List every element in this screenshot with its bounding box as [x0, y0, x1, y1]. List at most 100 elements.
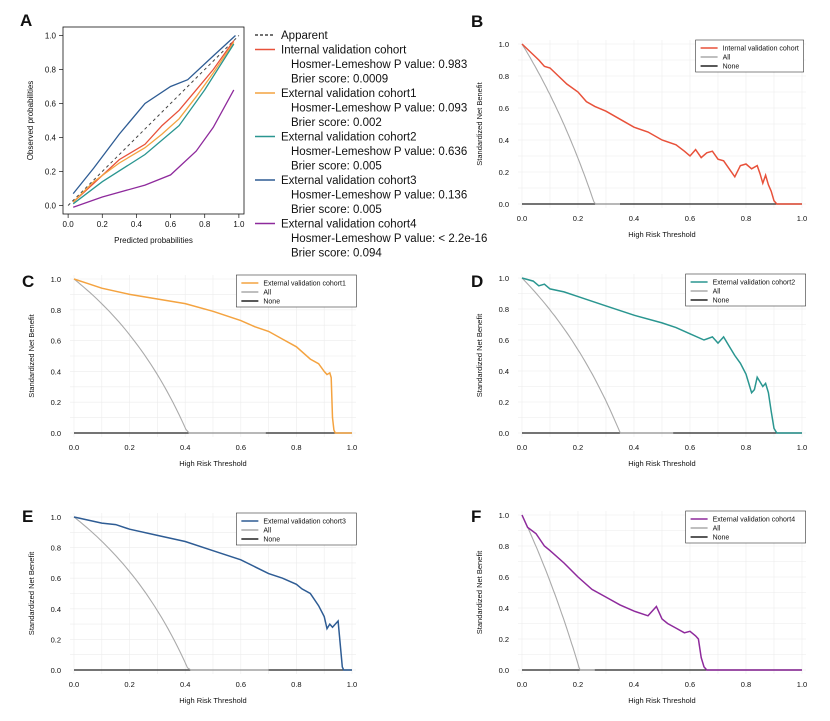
panel-A-legend-detail: Brier score: 0.002: [291, 117, 382, 129]
panel-B: B 0.0 0.0 0.2 0.2 0.4 0.4 0.6 0.6 0.8 0.8 1.0 1.0 Hig…: [471, 12, 807, 239]
panel-D-xtick-label: 0.2: [573, 443, 583, 452]
panel-E-ytick-label: 1.0: [51, 513, 61, 522]
panel-C-ytick-label: 0.8: [51, 306, 61, 315]
panel-D-model-curve: [521, 277, 802, 434]
panel-E-ytick-label: 0.6: [51, 574, 61, 583]
panel-E-legend-label: All: [263, 528, 271, 535]
panel-A-xtick-label: 0.6: [165, 220, 177, 229]
panel-F-legend-label: External validation cohort4: [713, 517, 796, 524]
panel-C: C 0.0 0.0 0.2 0.2 0.4 0.4 0.6 0.6 0.8 0.8 1.0 1.0 Hig…: [22, 272, 357, 468]
panel-E-xtick-label: 0.8: [291, 680, 301, 689]
panel-A-ylabel: Observed probabilities: [26, 81, 35, 161]
panel-A-legend-detail: Hosmer-Lemeshow P value: 0.983: [291, 59, 467, 71]
panel-F-xtick-label: 0.2: [573, 680, 583, 689]
panel-D-legend-label: All: [713, 289, 721, 296]
panel-C-xtick-label: 0.6: [236, 443, 246, 452]
panel-A-legend-detail: Hosmer-Lemeshow P value: < 2.2e-16: [291, 233, 487, 245]
panel-E-ytick-label: 0.4: [51, 605, 61, 614]
panel-D-ylabel: Standardized Net Benefit: [475, 313, 484, 397]
panel-A-legend-label: Internal validation cohort: [281, 45, 407, 57]
panel-C-ytick-label: 0.6: [51, 337, 61, 346]
panel-C-model-curve: [73, 278, 352, 434]
panel-E-ytick-label: 0.0: [51, 666, 61, 675]
panel-A-frame: [62, 26, 245, 215]
panel-D-xtick-label: 0.4: [629, 443, 639, 452]
panel-letter-D: D: [471, 272, 483, 291]
panel-F-ytick-label: 1.0: [499, 511, 509, 520]
panel-C-ytick-label: 0.4: [51, 367, 61, 376]
panel-B-xtick-label: 0.6: [685, 214, 695, 223]
panel-F-xlabel: High Risk Threshold: [628, 696, 695, 705]
panel-F-ytick-label: 0.2: [499, 635, 509, 644]
panel-D-xtick-label: 0.6: [685, 443, 695, 452]
panel-C-ytick-label: 1.0: [51, 275, 61, 284]
panel-A-ytick-label: 0.4: [45, 134, 57, 143]
panel-A-legend-detail: Brier score: 0.094: [291, 248, 382, 260]
panel-C-xtick-label: 0.8: [291, 443, 301, 452]
panel-A-xlabel: Predicted probabilities: [114, 236, 193, 245]
panel-A-series-line: [72, 43, 235, 205]
panel-B-legend-label: All: [723, 55, 731, 62]
panel-A-legend-detail: Hosmer-Lemeshow P value: 0.136: [291, 190, 467, 202]
panel-A-legend-detail: Brier score: 0.005: [291, 161, 382, 173]
panel-B-xtick-label: 0.0: [517, 214, 527, 223]
panel-B-ytick-label: 0.2: [499, 168, 509, 177]
panel-A-ytick-label: 0.6: [45, 100, 57, 109]
panel-E: E 0.0 0.0 0.2 0.2 0.4 0.4 0.6 0.6 0.8 0.8 1.0 1.0 Hig…: [22, 507, 357, 705]
panel-letter-E: E: [22, 507, 33, 526]
panel-E-xtick-label: 0.6: [236, 680, 246, 689]
panel-B-ytick-label: 0.4: [499, 136, 509, 145]
panel-C-ytick-label: 0.2: [51, 398, 61, 407]
panel-A-series-line: [72, 41, 235, 203]
panel-B-ytick-label: 1.0: [499, 40, 509, 49]
panel-C-all-curve: [73, 278, 266, 434]
panel-E-xtick-label: 1.0: [347, 680, 357, 689]
panel-E-legend-label: External validation cohort3: [263, 519, 346, 526]
panel-D-ytick-label: 0.6: [499, 336, 509, 345]
panel-D-ytick-label: 0.8: [499, 305, 509, 314]
panel-letter-B: B: [471, 12, 483, 31]
panel-A-xtick-label: 0.0: [63, 220, 75, 229]
panel-F-ylabel: Standardized Net Benefit: [475, 550, 484, 634]
panel-C-xtick-label: 0.0: [69, 443, 79, 452]
panel-A-legend-label: External validation cohort4: [281, 219, 417, 231]
panel-F-xtick-label: 1.0: [797, 680, 807, 689]
panel-E-ytick-label: 0.8: [51, 544, 61, 553]
panel-E-xlabel: High Risk Threshold: [179, 696, 246, 705]
panel-A-ytick-label: 0.2: [45, 168, 57, 177]
panel-D-ytick-label: 1.0: [499, 274, 509, 283]
panel-F-xtick-label: 0.8: [741, 680, 751, 689]
panel-B-ytick-label: 0.6: [499, 104, 509, 113]
panel-A-series-line: [67, 35, 240, 206]
panel-C-xlabel: High Risk Threshold: [179, 459, 246, 468]
panel-F-ytick-label: 0.0: [499, 666, 509, 675]
panel-letter-A: A: [20, 11, 32, 30]
panel-D: D 0.0 0.0 0.2 0.2 0.4 0.4 0.6 0.6 0.8 0.8 1.0 1.0 Hig…: [471, 272, 807, 468]
panel-E-ytick-label: 0.2: [51, 635, 61, 644]
panel-B-xtick-label: 0.2: [573, 214, 583, 223]
panel-F-all-curve: [521, 514, 595, 671]
panel-B-legend-label: None: [723, 64, 740, 71]
panel-letter-C: C: [22, 272, 34, 291]
panel-B-all-curve: [521, 43, 620, 205]
panel-B-ytick-label: 0.8: [499, 72, 509, 81]
panel-D-ytick-label: 0.0: [499, 429, 509, 438]
panel-F-ytick-label: 0.6: [499, 573, 509, 582]
panel-A-legend-label: External validation cohort3: [281, 175, 417, 187]
panel-E-model-curve: [73, 516, 352, 671]
panel-A-legend-label: Apparent: [281, 30, 328, 42]
panel-A-series-line: [72, 35, 236, 195]
panel-D-xlabel: High Risk Threshold: [628, 459, 695, 468]
panel-A-xtick-label: 0.8: [199, 220, 211, 229]
panel-letter-F: F: [471, 507, 481, 526]
panel-D-all-curve: [521, 277, 674, 434]
panel-D-xtick-label: 0.8: [741, 443, 751, 452]
panel-A-xtick-label: 0.4: [131, 220, 143, 229]
panel-D-legend-label: None: [713, 298, 730, 305]
panel-E-ylabel: Standardized Net Benefit: [27, 551, 36, 635]
panel-A-xtick-label: 1.0: [233, 220, 245, 229]
panel-A-series-line: [72, 89, 235, 208]
panel-D-legend-label: External validation cohort2: [713, 280, 796, 287]
panel-A-ytick-label: 0.0: [45, 202, 57, 211]
